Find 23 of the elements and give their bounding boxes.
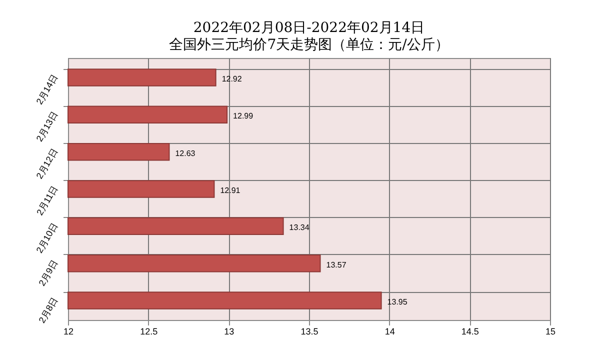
y-tick-label: 2月9日 <box>36 258 60 288</box>
x-tick-label: 12 <box>63 326 74 336</box>
data-label: 13.57 <box>326 260 347 270</box>
x-tick-label: 14.5 <box>461 326 479 336</box>
data-label: 13.34 <box>289 223 310 232</box>
data-label: 12.63 <box>175 148 196 158</box>
y-tick-label: 2月10日 <box>34 221 60 255</box>
data-label: 12.92 <box>222 74 242 84</box>
x-tick-label: 14 <box>384 326 395 336</box>
y-tick-label: 2月14日 <box>34 72 60 106</box>
data-label: 12.99 <box>233 112 254 121</box>
data-label: 13.95 <box>387 297 408 306</box>
x-tick-label: 15 <box>545 326 556 336</box>
x-tick-label: 13.5 <box>300 326 318 336</box>
y-tick-label: 2月11日 <box>34 184 60 218</box>
chart-title: 2022年02月08日-2022年02月14日 <box>193 20 425 36</box>
y-tick-label: 2月8日 <box>36 295 60 325</box>
y-tick-label: 2月12日 <box>34 146 60 180</box>
x-tick-label: 13 <box>224 326 234 336</box>
x-tick-label: 12.5 <box>140 326 158 336</box>
data-label: 12.91 <box>220 186 241 195</box>
chart-subtitle: 全国外三元均价7天走势图（单位：元/公斤） <box>169 37 449 53</box>
y-tick-label: 2月13日 <box>34 110 60 144</box>
